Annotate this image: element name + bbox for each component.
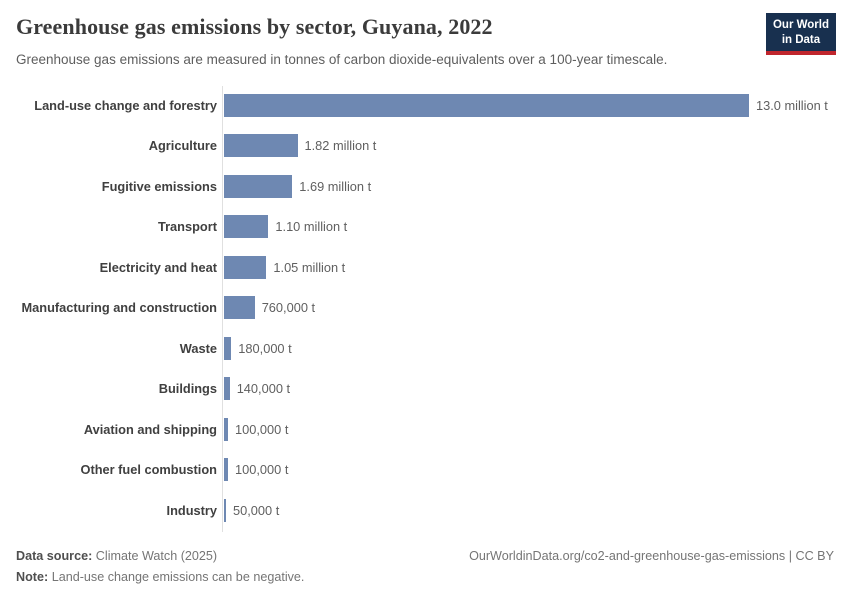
owid-logo-line2: in Data xyxy=(781,33,821,46)
value-label: 140,000 t xyxy=(236,381,291,397)
bar-track: 1.05 million t xyxy=(222,255,834,279)
bar-row: Waste 180,000 t xyxy=(16,328,834,369)
page-title: Greenhouse gas emissions by sector, Guya… xyxy=(16,14,493,39)
category-label: Electricity and heat xyxy=(99,259,217,275)
data-source-link[interactable]: Climate Watch (2025) xyxy=(95,549,218,563)
bar[interactable] xyxy=(224,93,749,117)
bar[interactable] xyxy=(224,296,255,320)
category-label: Aviation and shipping xyxy=(83,421,217,437)
bar-chart: Land-use change and forestry 13.0 millio… xyxy=(16,85,834,532)
value-label: 13.0 million t xyxy=(756,97,828,113)
bar[interactable] xyxy=(224,377,230,401)
value-label: 760,000 t xyxy=(261,300,316,316)
bar-row: Buildings 140,000 t xyxy=(16,369,834,410)
bar[interactable] xyxy=(224,498,226,522)
bar-row: Aviation and shipping 100,000 t xyxy=(16,409,834,450)
value-label: 180,000 t xyxy=(238,340,292,356)
bar-rows: Land-use change and forestry 13.0 millio… xyxy=(16,85,834,531)
bar-track: 1.10 million t xyxy=(222,215,834,239)
category-label: Manufacturing and construction xyxy=(21,300,217,316)
bar-track: 13.0 million t xyxy=(222,93,834,117)
note-text: Land-use change emissions can be negativ… xyxy=(51,570,305,584)
bar-row: Other fuel combustion 100,000 t xyxy=(16,450,834,491)
bar-row: Transport 1.10 million t xyxy=(16,207,834,248)
bar[interactable] xyxy=(224,174,293,198)
bar-row: Electricity and heat 1.05 million t xyxy=(16,247,834,288)
data-source-label: Data source: xyxy=(16,549,93,563)
owid-logo[interactable]: Our World in Data xyxy=(765,13,836,55)
bar-row: Industry 50,000 t xyxy=(16,490,834,531)
bar[interactable] xyxy=(224,336,232,360)
category-label: Other fuel combustion xyxy=(80,462,217,478)
category-label: Industry xyxy=(166,502,217,518)
value-label: 100,000 t xyxy=(235,421,289,437)
value-label: 100,000 t xyxy=(235,462,289,478)
owid-logo-line1: Our World xyxy=(772,19,829,31)
bar-track: 760,000 t xyxy=(222,296,834,320)
bar-row: Manufacturing and construction 760,000 t xyxy=(16,288,834,329)
bar-row: Fugitive emissions 1.69 million t xyxy=(16,166,834,207)
bar-track: 1.82 million t xyxy=(222,134,834,158)
category-label: Transport xyxy=(157,219,217,235)
page-subtitle: Greenhouse gas emissions are measured in… xyxy=(16,52,668,67)
bar-track: 100,000 t xyxy=(222,458,834,482)
footer-note-line: Note: Land-use change emissions can be n… xyxy=(16,567,834,588)
value-label: 1.69 million t xyxy=(299,178,372,194)
category-label: Agriculture xyxy=(148,138,217,154)
category-label: Buildings xyxy=(158,381,217,397)
value-label: 1.05 million t xyxy=(273,259,346,275)
bar-track: 50,000 t xyxy=(222,498,834,522)
note-label: Note: xyxy=(16,570,49,584)
bar-row: Land-use change and forestry 13.0 millio… xyxy=(16,85,834,126)
category-label: Waste xyxy=(179,340,217,356)
bar[interactable] xyxy=(224,134,298,158)
bar-track: 180,000 t xyxy=(222,336,834,360)
bar-track: 1.69 million t xyxy=(222,174,834,198)
value-label: 1.10 million t xyxy=(275,219,348,235)
footer-link[interactable]: OurWorldinData.org/co2-and-greenhouse-ga… xyxy=(469,549,834,563)
footer-source-line: Data source: Climate Watch (2025) OurWor… xyxy=(16,546,834,567)
bar-track: 100,000 t xyxy=(222,417,834,441)
value-label: 50,000 t xyxy=(233,502,280,518)
category-label: Fugitive emissions xyxy=(101,178,217,194)
data-source-text: Data source: Climate Watch (2025) xyxy=(16,546,217,567)
bar[interactable] xyxy=(224,255,267,279)
bar[interactable] xyxy=(224,458,228,482)
y-axis-line xyxy=(222,86,223,532)
value-label: 1.82 million t xyxy=(304,138,377,154)
bar-row: Agriculture 1.82 million t xyxy=(16,126,834,167)
bar-track: 140,000 t xyxy=(222,377,834,401)
footer: Data source: Climate Watch (2025) OurWor… xyxy=(16,546,834,588)
category-label: Land-use change and forestry xyxy=(34,97,217,113)
bar[interactable] xyxy=(224,417,228,441)
bar[interactable] xyxy=(224,215,269,239)
